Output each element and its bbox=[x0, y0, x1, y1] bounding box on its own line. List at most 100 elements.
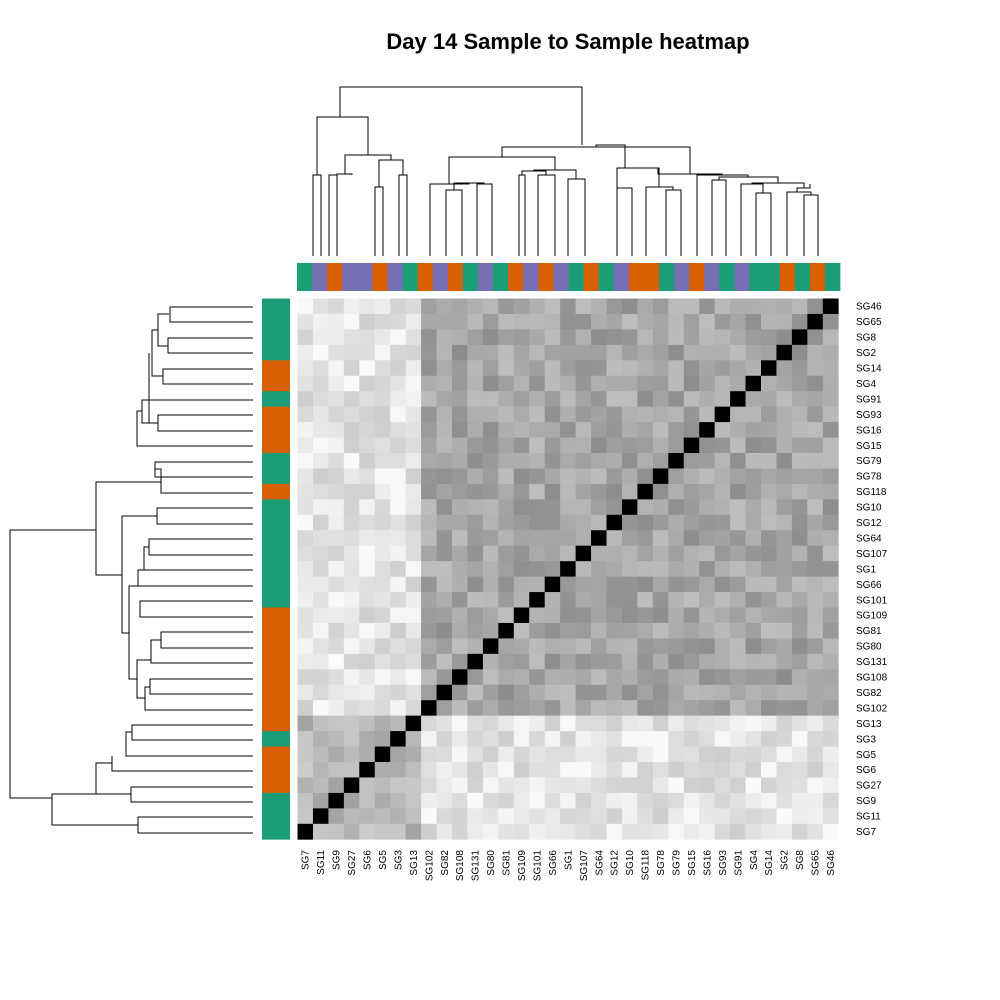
heatmap-cell bbox=[498, 406, 515, 423]
heatmap-cell bbox=[452, 313, 468, 330]
heatmap-cell bbox=[297, 514, 314, 531]
heatmap-cell bbox=[668, 638, 685, 655]
heatmap-cell bbox=[637, 437, 654, 454]
heatmap-cell bbox=[359, 298, 376, 315]
heatmap-cell bbox=[452, 731, 468, 747]
heatmap-cell bbox=[405, 746, 422, 763]
heatmap-cell bbox=[591, 576, 607, 593]
heatmap-cell bbox=[683, 669, 700, 686]
heatmap-cell bbox=[606, 468, 623, 485]
heatmap-cell bbox=[328, 375, 345, 392]
heatmap-cell bbox=[730, 638, 746, 655]
heatmap-cell bbox=[776, 313, 793, 330]
heatmap-cell bbox=[343, 576, 360, 593]
heatmap-cell bbox=[761, 468, 777, 485]
heatmap-cell bbox=[683, 746, 700, 763]
heatmap-cell bbox=[405, 530, 422, 547]
heatmap-cell bbox=[791, 406, 808, 423]
heatmap-cell bbox=[436, 344, 453, 361]
row-annotation-cell bbox=[262, 746, 290, 763]
row-annotation-cell bbox=[262, 360, 290, 377]
heatmap-cell bbox=[776, 298, 793, 315]
heatmap-cell bbox=[621, 684, 638, 701]
heatmap-cell bbox=[312, 653, 329, 670]
heatmap-cell bbox=[668, 808, 685, 825]
column-label: SG2 bbox=[780, 850, 791, 870]
heatmap-cell bbox=[560, 669, 576, 686]
heatmap-cell bbox=[791, 808, 808, 825]
heatmap-cell bbox=[405, 762, 422, 778]
heatmap-cell bbox=[498, 684, 515, 701]
heatmap-cell bbox=[668, 545, 685, 562]
heatmap-cell bbox=[328, 561, 345, 577]
heatmap-cell bbox=[328, 514, 345, 531]
heatmap-cell bbox=[374, 406, 391, 423]
column-annotation-cell bbox=[462, 263, 479, 291]
heatmap-cell bbox=[297, 375, 314, 392]
heatmap-cell bbox=[436, 298, 453, 315]
heatmap-cell bbox=[560, 792, 576, 809]
heatmap-cell bbox=[745, 437, 762, 454]
heatmap-cell bbox=[714, 607, 731, 624]
column-label: SG91 bbox=[733, 850, 744, 876]
column-label: SG14 bbox=[764, 850, 775, 876]
heatmap-cell bbox=[730, 437, 746, 454]
heatmap-cell bbox=[637, 653, 654, 670]
row-annotation-cell bbox=[262, 468, 290, 485]
heatmap-cell bbox=[544, 746, 561, 763]
heatmap-cell bbox=[621, 622, 638, 639]
heatmap-cell bbox=[436, 468, 453, 485]
heatmap-cell bbox=[699, 777, 716, 794]
heatmap-cell bbox=[606, 298, 623, 315]
heatmap-cell bbox=[513, 375, 530, 392]
heatmap-cell bbox=[668, 777, 685, 794]
heatmap-cell bbox=[822, 823, 839, 840]
heatmap-cell bbox=[745, 483, 762, 500]
row-annotation-cell bbox=[262, 792, 290, 809]
heatmap-cell bbox=[297, 638, 314, 655]
heatmap-cell bbox=[606, 746, 623, 763]
heatmap-cell bbox=[560, 576, 576, 593]
heatmap-cell bbox=[452, 530, 468, 547]
heatmap-cell bbox=[359, 344, 376, 361]
heatmap-cell bbox=[374, 499, 391, 516]
heatmap-cell bbox=[745, 406, 762, 423]
row-annotation-cell bbox=[262, 483, 290, 500]
heatmap-cell bbox=[807, 808, 824, 825]
heatmap-cell bbox=[467, 375, 484, 392]
heatmap-cell bbox=[761, 746, 777, 763]
heatmap-cell bbox=[405, 391, 422, 408]
heatmap-cell bbox=[822, 808, 839, 825]
heatmap-cell bbox=[544, 607, 561, 624]
heatmap-cell bbox=[699, 298, 716, 315]
heatmap-cell bbox=[467, 360, 484, 377]
heatmap-cell bbox=[374, 808, 391, 825]
heatmap-cell bbox=[730, 746, 746, 763]
heatmap-cell bbox=[467, 344, 484, 361]
heatmap-cell bbox=[591, 561, 607, 577]
heatmap-cell bbox=[467, 576, 484, 593]
heatmap-cell bbox=[745, 329, 762, 346]
heatmap-cell bbox=[575, 313, 592, 330]
heatmap-cell bbox=[343, 360, 360, 377]
heatmap-cell bbox=[498, 653, 515, 670]
heatmap-cell bbox=[421, 298, 437, 315]
heatmap-cell bbox=[297, 808, 314, 825]
heatmap-cell bbox=[343, 344, 360, 361]
column-label: SG64 bbox=[594, 850, 605, 876]
heatmap-cell bbox=[730, 684, 746, 701]
heatmap-cell bbox=[791, 684, 808, 701]
heatmap-cell bbox=[776, 731, 793, 747]
heatmap-cell bbox=[421, 576, 437, 593]
heatmap-cell bbox=[467, 715, 484, 732]
heatmap-cell bbox=[374, 792, 391, 809]
heatmap-cell bbox=[668, 684, 685, 701]
heatmap-cell bbox=[652, 576, 669, 593]
heatmap-cell bbox=[544, 329, 561, 346]
heatmap-cell bbox=[822, 545, 839, 562]
heatmap-cell bbox=[791, 298, 808, 315]
heatmap-cell bbox=[498, 453, 515, 469]
heatmap-cell bbox=[421, 453, 437, 469]
heatmap-cell bbox=[652, 375, 669, 392]
heatmap-cell bbox=[374, 437, 391, 454]
